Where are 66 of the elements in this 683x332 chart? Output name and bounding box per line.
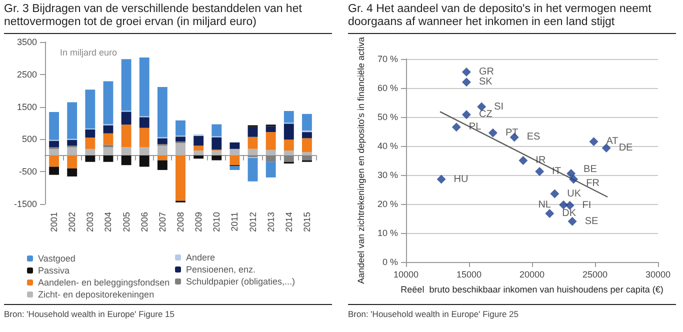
annotation: In miljard euro [60,48,118,58]
chart-title: Gr. 3 Bijdragen van de verschillende bestanddelen van het nettovermogen tot de groei ervan (in miljard euro) [3,2,303,30]
legend-label: Andere [186,252,216,262]
data-label: DE [618,142,634,154]
data-label: HU [454,174,468,185]
y-tick-label: 500 [22,134,37,144]
x-tick-label: 15000 [456,270,482,280]
legend-label: Vastgoed [38,254,76,264]
data-label: FR [586,178,600,189]
y-tick-label: 3500 [16,37,37,47]
y-tick-label: 70 % [377,54,398,64]
data-label: ES [526,132,541,143]
x-tick-label: 2013 [266,212,276,232]
y-tick-label: 40 % [377,140,398,151]
legend-label: Pensioenen, enz. [186,264,256,274]
text: Bron: 'Household wealth in Europe' Figure 15 [3,308,176,321]
y-tick-label: 0 % [382,257,398,267]
x-tick-label: 2010 [212,212,222,232]
legend-label: Passiva [38,266,70,276]
data-label: DK [562,208,576,220]
data-label: IR [536,154,546,166]
y-tick-label: 30 % [377,170,398,180]
data-label: SI [494,101,504,112]
x-tick-label: 10000 [393,270,419,280]
data-label: NL [538,199,552,210]
y-tick-label: -1500 [14,199,37,209]
y-axis-title: Aandeel van zichtrekeningen en deposito's in financiële activa [356,36,366,284]
legend-label: Schuldpapier (obligaties,...) [186,276,296,286]
y-tick-label: -500 [18,166,37,177]
data-label: BE [584,164,598,175]
x-tick-label: 2003 [85,212,96,232]
y-tick-label: 50 % [377,112,398,122]
data-label: PT [505,127,518,138]
x-tick-label: 20000 [519,270,545,280]
text: Bron: 'Household wealth in Europe' Figure 25 [347,308,520,321]
x-tick-label: 2005 [121,212,132,232]
legend-label: Zicht- en depositorekeningen [38,290,154,300]
x-tick-label: 2007 [157,212,168,232]
x-tick-label: 2001 [49,212,60,232]
data-label: UK [567,188,582,200]
y-tick-label: 60 % [377,82,398,93]
legend-label: Aandelen- en beleggingsfondsen [38,278,170,288]
x-tick-label: 2011 [230,212,240,232]
data-label: PL [468,122,482,133]
x-tick-label: 2006 [139,212,150,232]
x-tick-label: 30000 [645,270,671,280]
y-tick-label: 2500 [16,69,37,80]
x-tick-label: 2008 [176,212,186,232]
x-tick-label: 2004 [103,212,114,232]
x-tick-label: 2012 [248,212,258,232]
x-tick-label: 25000 [582,270,608,280]
x-tick-label: 2002 [67,212,78,232]
data-label: FI [582,200,592,211]
data-label: GR [478,66,494,78]
data-label: CZ [478,109,492,120]
y-tick-label: 1500 [16,102,37,112]
data-label: SK [478,76,493,88]
chart-title: Gr. 4 Het aandeel van de deposito's in het vermogen neemt doorgaans af wanneer het inkomen in een land stijgt [347,2,652,30]
data-label: SE [584,216,598,227]
x-axis-title: Reëel bruto beschikbaar inkomen van huishoudens per capita (€) [400,284,664,294]
y-tick-label: 20 % [377,198,398,209]
y-tick-label: 10 % [377,228,398,238]
x-tick-label: 2009 [194,212,204,232]
x-tick-label: 2015 [302,212,312,232]
data-label: AT [606,136,618,148]
x-tick-label: 2014 [284,212,294,232]
